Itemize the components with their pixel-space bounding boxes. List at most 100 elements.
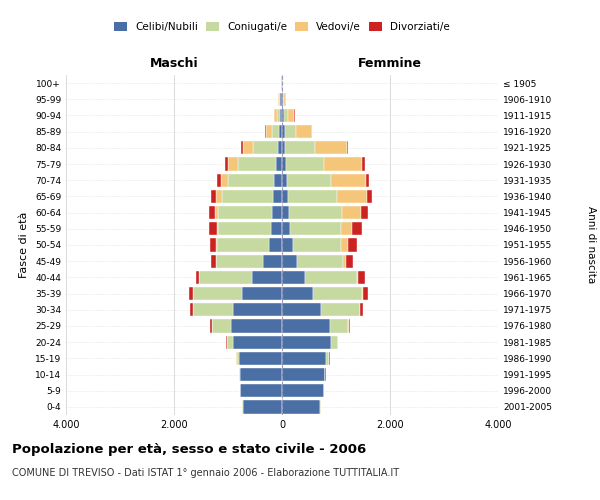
Bar	[326, 352, 329, 365]
Bar	[366, 174, 370, 187]
Bar	[228, 158, 238, 170]
Bar	[362, 158, 365, 170]
Bar	[253, 270, 282, 284]
Bar	[253, 141, 278, 154]
Bar	[280, 109, 282, 122]
Bar	[216, 238, 217, 252]
Text: COMUNE DI TREVISO - Dati ISTAT 1° gennaio 2006 - Elaborazione TUTTITALIA.IT: COMUNE DI TREVISO - Dati ISTAT 1° gennai…	[12, 468, 399, 477]
Bar	[297, 254, 343, 268]
Bar	[282, 206, 289, 220]
Bar	[190, 303, 193, 316]
Bar	[217, 174, 221, 187]
Bar	[284, 109, 288, 122]
Bar	[274, 174, 282, 187]
Bar	[277, 109, 280, 122]
Bar	[331, 174, 366, 187]
Bar	[190, 287, 193, 300]
Bar	[282, 287, 313, 300]
Bar	[282, 270, 305, 284]
Bar	[242, 141, 253, 154]
Text: Popolazione per età, sesso e stato civile - 2006: Popolazione per età, sesso e stato civil…	[12, 442, 366, 456]
Bar	[228, 174, 274, 187]
Bar	[288, 109, 295, 122]
Bar	[324, 158, 362, 170]
Bar	[282, 109, 284, 122]
Bar	[282, 238, 293, 252]
Bar	[274, 109, 277, 122]
Bar	[361, 206, 368, 220]
Bar	[233, 336, 282, 349]
Bar	[241, 141, 242, 154]
Bar	[230, 320, 282, 332]
Bar	[287, 174, 331, 187]
Bar	[313, 287, 362, 300]
Bar	[209, 206, 215, 220]
Bar	[269, 238, 282, 252]
Bar	[285, 125, 296, 138]
Bar	[343, 254, 346, 268]
Bar	[272, 206, 282, 220]
Bar	[218, 206, 272, 220]
Legend: Celibi/Nubili, Coniugati/e, Vedovi/e, Divorziati/e: Celibi/Nubili, Coniugati/e, Vedovi/e, Di…	[111, 19, 453, 36]
Bar	[282, 190, 289, 203]
Bar	[272, 125, 280, 138]
Bar	[216, 254, 263, 268]
Bar	[240, 368, 282, 381]
Bar	[349, 320, 350, 332]
Bar	[289, 190, 337, 203]
Bar	[271, 222, 282, 235]
Bar	[209, 222, 217, 235]
Text: Anni di nascita: Anni di nascita	[586, 206, 596, 284]
Bar	[348, 238, 356, 252]
Bar	[337, 190, 367, 203]
Bar	[280, 125, 282, 138]
Bar	[283, 92, 284, 106]
Bar	[193, 303, 233, 316]
Bar	[282, 158, 286, 170]
Bar	[360, 303, 363, 316]
Bar	[363, 287, 368, 300]
Bar	[275, 158, 282, 170]
Bar	[321, 303, 360, 316]
Bar	[282, 303, 321, 316]
Bar	[341, 222, 352, 235]
Bar	[239, 352, 282, 365]
Bar	[282, 141, 285, 154]
Bar	[341, 238, 348, 252]
Bar	[193, 287, 241, 300]
Bar	[241, 287, 282, 300]
Bar	[282, 400, 320, 413]
Bar	[238, 158, 275, 170]
Bar	[282, 384, 323, 398]
Bar	[282, 320, 329, 332]
Bar	[273, 190, 282, 203]
Bar	[347, 141, 349, 154]
Bar	[282, 352, 326, 365]
Bar	[315, 141, 347, 154]
Bar	[352, 222, 362, 235]
Bar	[285, 141, 315, 154]
Bar	[290, 222, 341, 235]
Bar	[215, 206, 218, 220]
Bar	[282, 92, 283, 106]
Bar	[217, 222, 218, 235]
Bar	[226, 158, 228, 170]
Bar	[282, 222, 290, 235]
Y-axis label: Fasce di età: Fasce di età	[19, 212, 29, 278]
Bar	[217, 238, 269, 252]
Bar	[346, 254, 353, 268]
Bar	[282, 368, 325, 381]
Bar	[342, 206, 361, 220]
Bar	[211, 254, 215, 268]
Bar	[242, 400, 282, 413]
Bar	[362, 287, 363, 300]
Bar	[282, 125, 285, 138]
Bar	[278, 141, 282, 154]
Bar	[293, 238, 341, 252]
Bar	[284, 92, 286, 106]
Bar	[199, 270, 253, 284]
Bar	[233, 303, 282, 316]
Bar	[278, 92, 280, 106]
Bar	[210, 320, 212, 332]
Bar	[282, 336, 331, 349]
